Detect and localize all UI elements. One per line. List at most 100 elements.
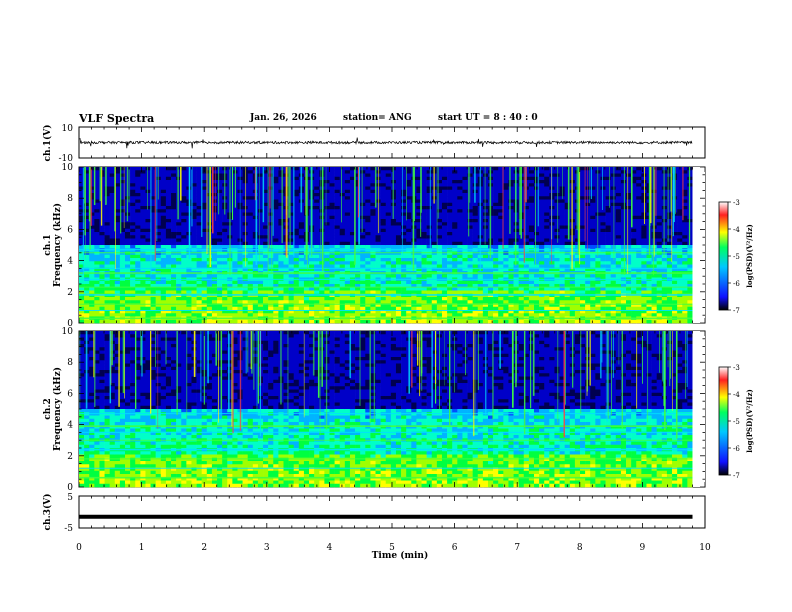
g-spec1-cell (605, 189, 611, 194)
g-spec1-cell (288, 300, 295, 304)
g-spec1-cell (201, 173, 208, 178)
g-spec1-cell (539, 222, 545, 226)
g-spec1-cell (303, 300, 310, 304)
g-spec1-cell (114, 170, 121, 174)
g-spec1-cell (186, 300, 192, 304)
g-spec1-cell (278, 235, 284, 239)
g-spec1-cell (237, 319, 243, 324)
g-spec1-cell (298, 212, 305, 217)
g-spec1-cell (125, 313, 131, 317)
g-spec1-cell (268, 300, 274, 304)
g-spec1-cell (390, 280, 397, 285)
g-spec1-cell (263, 222, 269, 226)
g-spec1-cell (355, 232, 361, 236)
g-spec1-cell (406, 186, 412, 191)
g-spec1-cell (574, 173, 581, 178)
g-spec1-cell (211, 300, 218, 304)
g-spec1-cell (395, 228, 402, 233)
g-spec1-cell (191, 170, 197, 174)
g-spec1-cell (493, 222, 499, 226)
g-spec1-cell (150, 199, 156, 204)
g-spec1-cell (585, 215, 591, 220)
g-spec1-cell (498, 167, 504, 171)
g-spec1-cell (441, 310, 448, 314)
g-spec1-cell (104, 238, 110, 243)
g-spec1-cell (171, 264, 177, 269)
g-spec1-cell (585, 267, 591, 272)
g-spec1-cell (406, 303, 412, 308)
g-spec1-cell (585, 287, 591, 291)
g-spec1-cell (421, 297, 427, 301)
g-spec1-cell (339, 215, 346, 220)
g-spec1-cell (329, 280, 335, 285)
g-spec1-cell (201, 225, 208, 230)
g-spec1-cell (360, 264, 366, 269)
g-spec1-cell (165, 206, 172, 210)
g-spec1-cell (436, 232, 443, 236)
g-spec1-cell (528, 306, 535, 311)
g-spec1-cell (467, 241, 473, 246)
g-spec1-cell (426, 193, 433, 197)
g-spec1-cell (319, 267, 325, 272)
g-spec1-cell (534, 225, 540, 230)
g-spec1-cell (385, 212, 392, 217)
g-spec1-cell (472, 245, 479, 249)
g-spec1-cell (119, 189, 126, 194)
g-spec1-cell (365, 232, 371, 236)
g-spec1-cell (217, 290, 223, 295)
g-spec1-cell (324, 290, 330, 295)
g-spec1-cell (145, 306, 151, 311)
g-spec1-cell (268, 196, 274, 200)
g-spec1-cell (130, 196, 136, 200)
g-spec1-cell (406, 238, 412, 243)
g-spec1-cell (242, 264, 248, 269)
g-spec1-cell (528, 238, 535, 243)
g-spec1-cell (503, 254, 509, 259)
g-spec1-cell (150, 264, 156, 269)
g-spec1-cell (585, 264, 591, 269)
g-spec1-cell (585, 228, 591, 233)
g-spec1-cell (574, 183, 581, 187)
g-spec1-cell (242, 280, 248, 285)
g-spec1-cell (109, 238, 116, 243)
g-spec1-cell (580, 206, 586, 210)
g-spec1-cell (339, 225, 346, 230)
g-spec1-cell (395, 176, 402, 181)
g-spec1-cell (191, 196, 197, 200)
g-spec1-cell (431, 284, 438, 288)
g-spec1-cell (191, 186, 197, 191)
g-spec1-cell (467, 176, 473, 181)
g-spec1-cell (104, 264, 110, 269)
g-spec1-cell (104, 212, 110, 217)
g-spec1-cell (339, 310, 346, 314)
g-spec1-cell (472, 290, 479, 295)
g-spec1-cell (349, 267, 356, 272)
g-spec1-cell (447, 199, 453, 204)
g-spec1-cell (94, 274, 100, 278)
g-spec1-cell (145, 300, 151, 304)
g-spec1-cell (385, 303, 392, 308)
g-spec1-cell (145, 228, 151, 233)
g-spec1-cell (395, 170, 402, 174)
g-spec1-cell (79, 206, 85, 210)
g-spec1-cell (457, 274, 463, 278)
g-spec1-cell (273, 167, 279, 171)
g-spec1-cell (457, 189, 463, 194)
g-spec1-cell (288, 310, 295, 314)
g-spec1-cell (222, 303, 228, 308)
g-spec1-cell (508, 225, 514, 230)
g-spec1-cell (380, 222, 387, 226)
g-spec1-cell (416, 303, 422, 308)
g-spec1-cell (595, 313, 601, 317)
g-spec1-cell (600, 170, 606, 174)
g-spec1-cell (99, 310, 105, 314)
g-spec1-cell (401, 313, 407, 317)
g-spec1-cell (196, 173, 202, 178)
g-spec1-cell (211, 199, 218, 204)
g-spec1-cell (232, 280, 238, 285)
g-spec1-cell (508, 235, 514, 239)
g-spec1-cell (472, 215, 479, 220)
g-spec1-cell (534, 310, 540, 314)
g-spec1-cell (349, 306, 356, 311)
g-spec1-cell (201, 310, 208, 314)
